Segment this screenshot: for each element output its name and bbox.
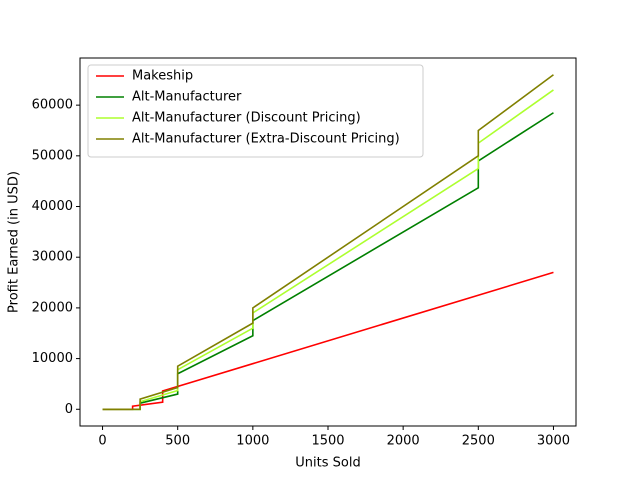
x-tick-label: 1000 <box>236 434 269 449</box>
x-tick-label: 2000 <box>387 434 420 449</box>
y-tick-label: 40000 <box>32 199 73 214</box>
legend-label: Alt-Manufacturer (Extra-Discount Pricing… <box>132 132 400 147</box>
x-tick-label: 500 <box>165 434 190 449</box>
legend-box <box>87 64 424 158</box>
y-tick-label: 60000 <box>32 98 73 113</box>
x-tick-label: 1500 <box>311 434 344 449</box>
x-tick-label: 3000 <box>537 434 570 449</box>
x-axis-label: Units Sold <box>295 456 360 471</box>
x-tick-label: 2500 <box>462 434 495 449</box>
legend-label: Makeship <box>132 69 193 84</box>
series-line <box>102 271 554 411</box>
y-tick-label: 0 <box>65 402 73 417</box>
y-tick-label: 30000 <box>32 250 73 265</box>
x-tick-label: 0 <box>98 434 106 449</box>
y-tick-label: 50000 <box>32 148 73 163</box>
y-tick-label: 20000 <box>32 300 73 315</box>
series-line <box>102 74 554 411</box>
y-axis-label: Profit Earned (in USD) <box>7 171 22 313</box>
legend-label: Alt-Manufacturer (Discount Pricing) <box>132 111 361 126</box>
legend-label: Alt-Manufacturer <box>132 90 242 105</box>
y-tick-label: 10000 <box>32 351 73 366</box>
